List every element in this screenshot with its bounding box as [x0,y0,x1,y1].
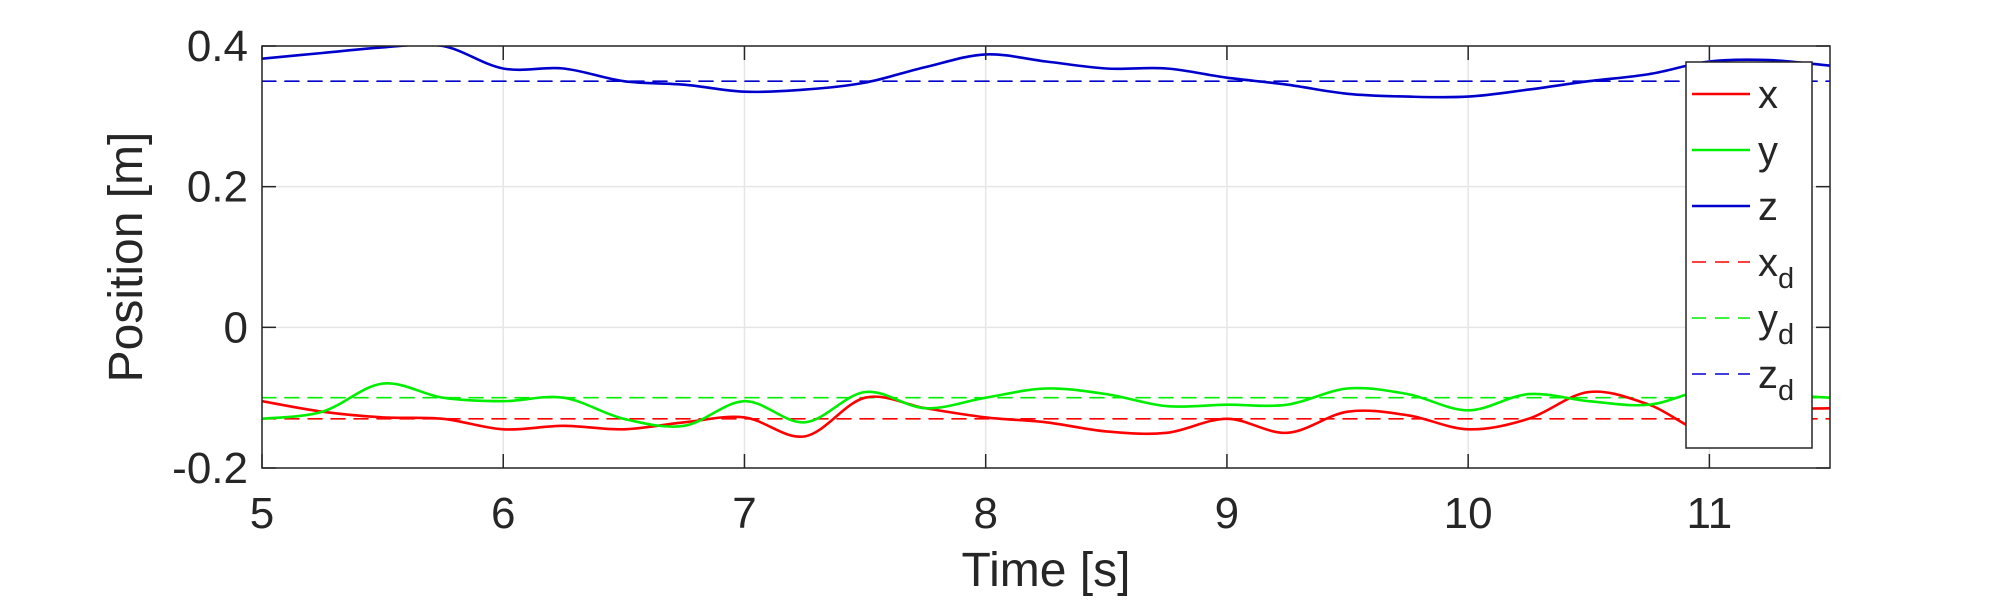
y-tick-label: -0.2 [172,444,248,493]
series-x-line [262,390,1830,438]
x-tick-label: 11 [1687,489,1733,538]
x-axis-label: Time [s] [962,544,1131,597]
x-tick-label: 8 [973,489,997,538]
x-tick-label: 6 [491,489,515,538]
plot-area [262,46,1830,468]
legend-label-subscript: d [1778,319,1794,351]
legend-label-subscript: d [1778,263,1794,295]
legend-label-base: z [1758,353,1778,397]
axes-box [261,45,1831,469]
y-tick-label: 0.4 [187,22,248,71]
y-tick-label: 0.2 [187,163,248,212]
legend-box [1685,61,1813,449]
legend-label-base: x [1758,73,1778,117]
legend-label-z: z [1758,185,1778,229]
series-z-line [262,46,1830,99]
tick-labels: 5 6 7 8 9 10 11 -0.2 0 0.2 0.4 [172,22,1732,538]
legend-label-yd: yd [1758,297,1794,351]
x-tick-label: 9 [1215,489,1239,538]
x-tick-label: 7 [732,489,756,538]
legend-label-base: y [1758,297,1778,341]
x-tick-label: 5 [250,489,274,538]
legend-label-zd: zd [1758,353,1794,407]
legend-label-xd: xd [1758,241,1794,295]
axis-ticks [261,45,1830,469]
legend-label-base: z [1758,185,1778,229]
series-y-line [262,382,1830,428]
y-tick-label: 0 [224,303,248,352]
legend-label-subscript: d [1778,375,1794,407]
legend-label-base: x [1758,241,1778,285]
legend-label-x: x [1758,73,1778,117]
x-tick-label: 10 [1444,489,1493,538]
y-axis-label: Position [m] [100,132,153,383]
series-layer [262,46,1830,438]
legend-label-y: y [1758,129,1778,173]
legend-label-base: y [1758,129,1778,173]
